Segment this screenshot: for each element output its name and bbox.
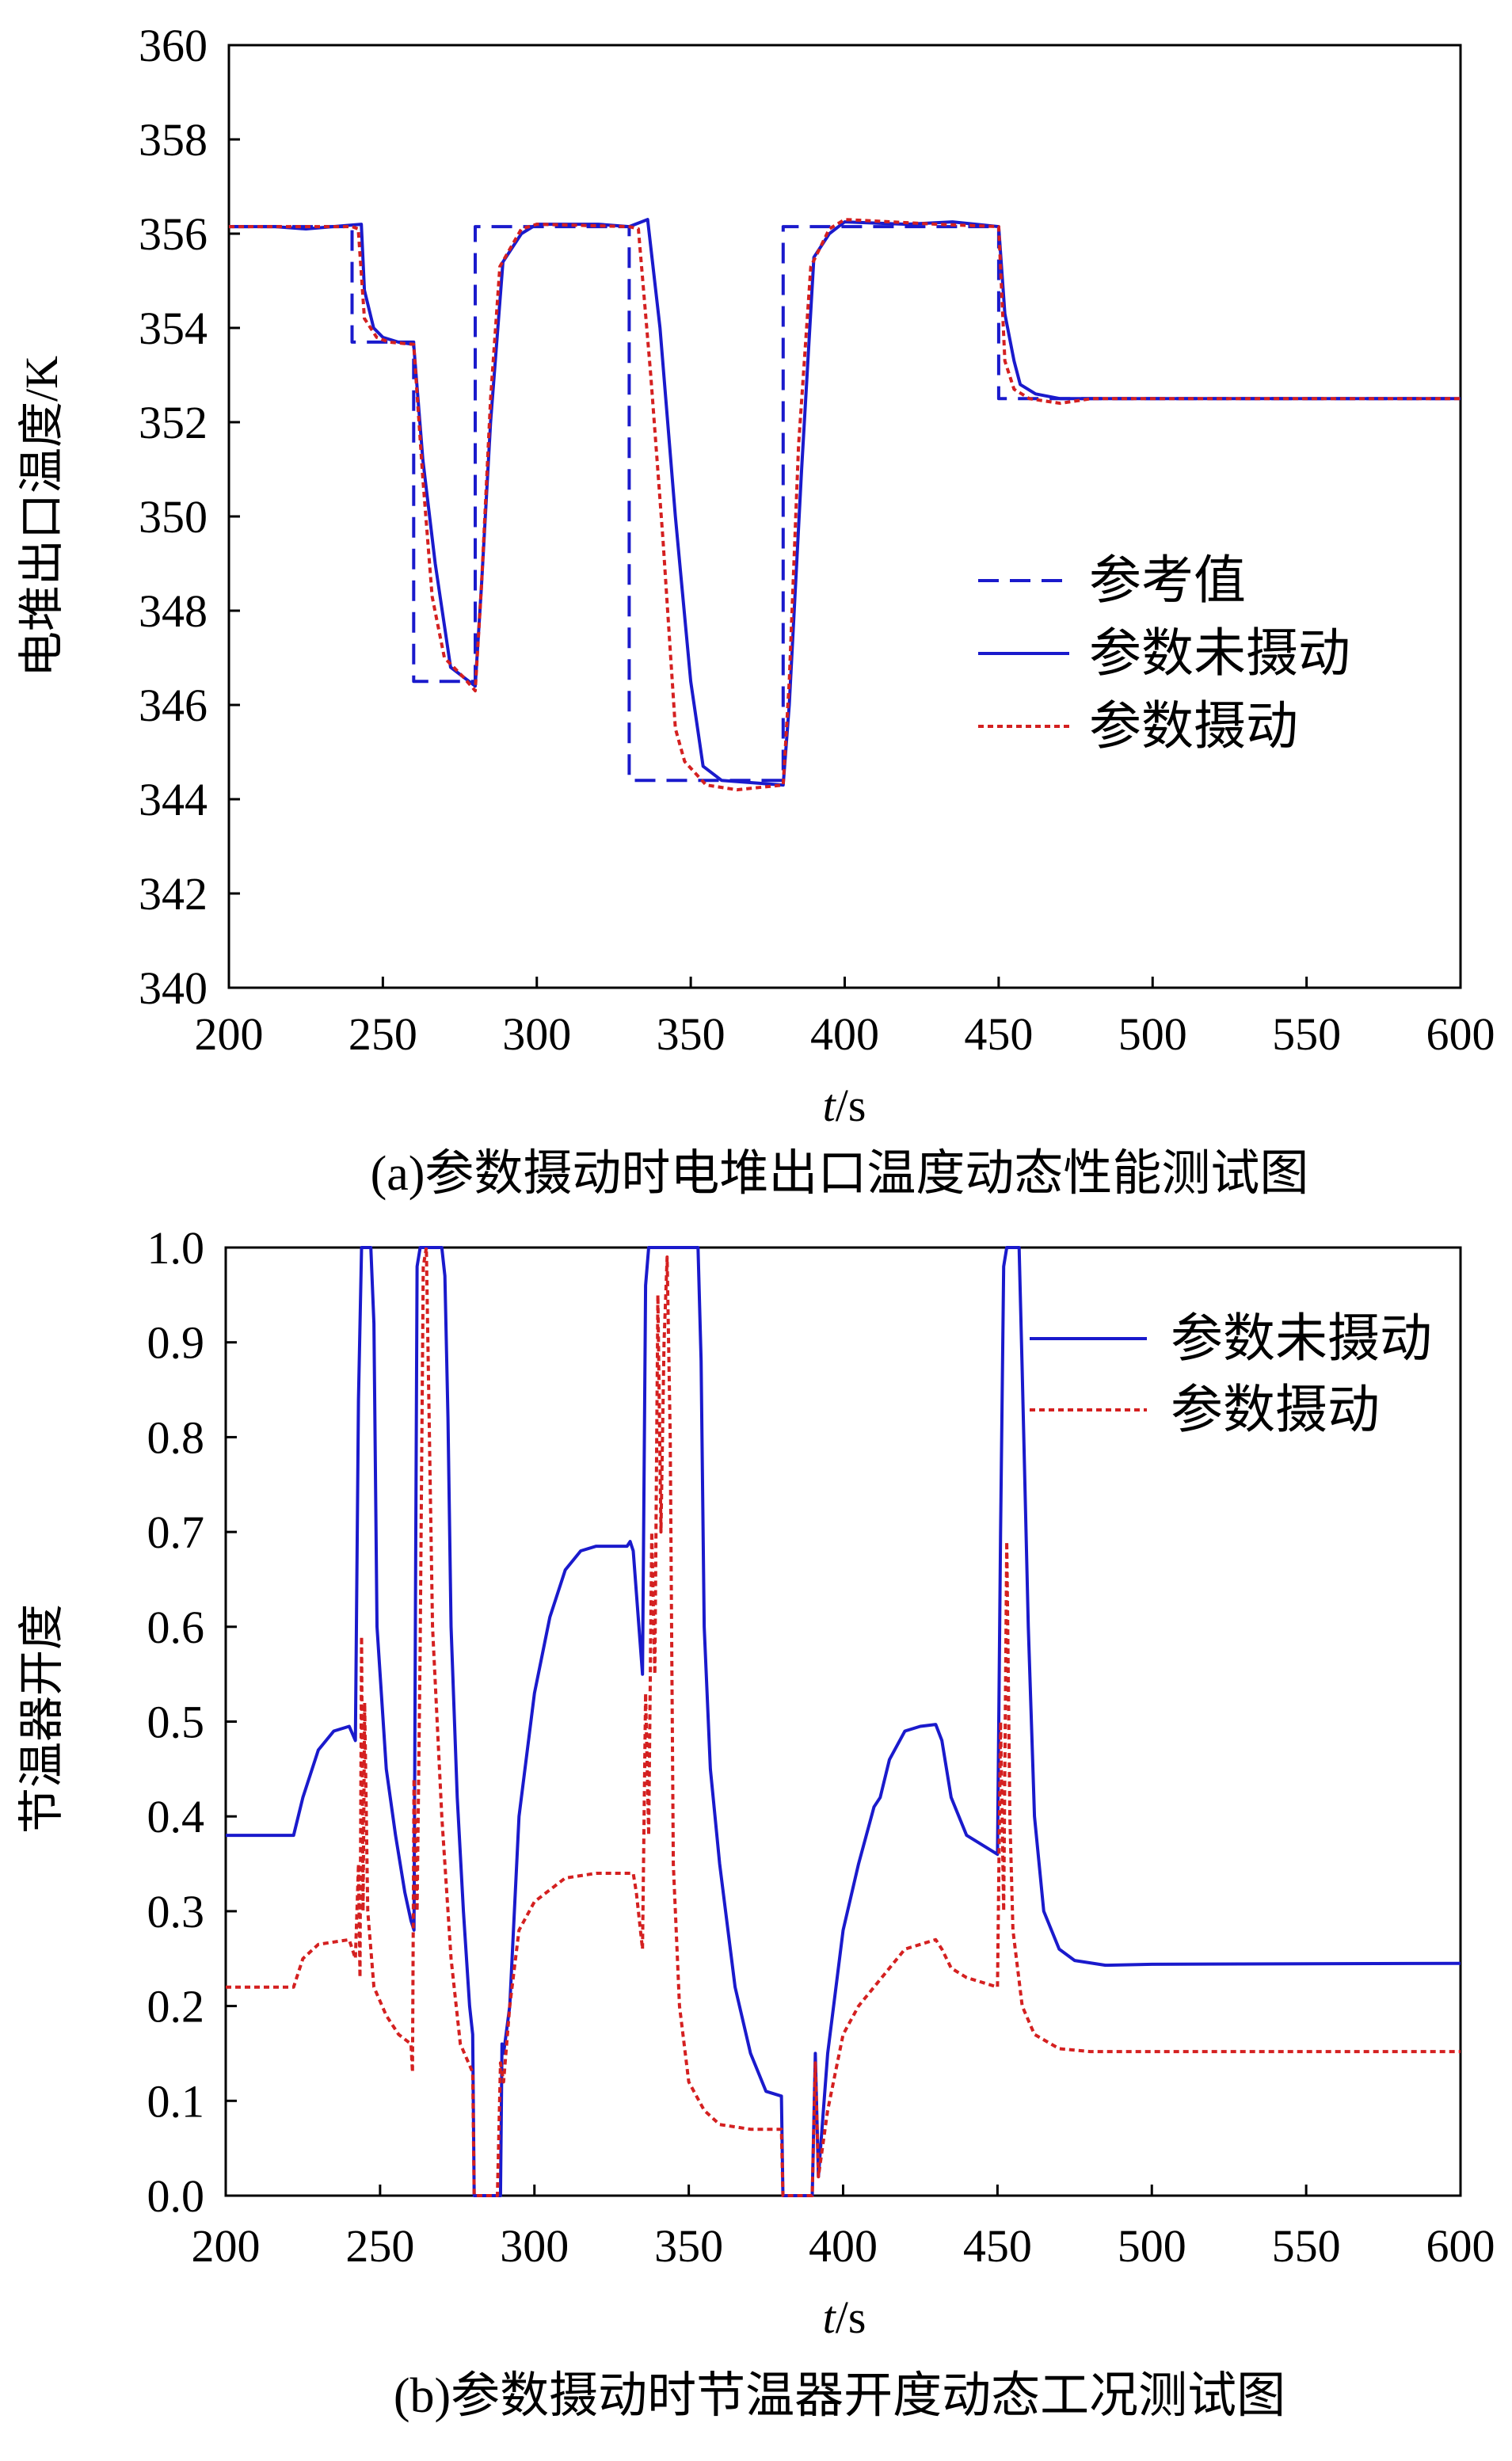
y-tick-label: 0.5 <box>147 1697 205 1748</box>
panel-b-series-layer <box>226 1246 1461 2197</box>
y-tick-label: 344 <box>139 774 208 825</box>
y-tick-label: 1.0 <box>147 1222 205 1274</box>
y-tick-label: 350 <box>139 491 208 543</box>
x-tick-label: 550 <box>1272 1008 1341 1060</box>
panel-a-y-ticks: 340 342 344 346 348 350 352 354 356 358 360 <box>139 20 240 1014</box>
panel-a-plot-frame <box>227 44 1462 989</box>
x-tick-label: 500 <box>1118 2220 1186 2272</box>
y-tick-label: 0.7 <box>147 1507 205 1558</box>
legend-label: 参数摄动 <box>1089 698 1298 756</box>
y-tick-label: 346 <box>139 680 208 731</box>
series-line-1 <box>226 1246 1461 2197</box>
y-tick-label: 356 <box>139 208 208 260</box>
y-tick-label: 0.8 <box>147 1411 205 1463</box>
x-tick-label: 550 <box>1272 2220 1341 2272</box>
y-tick-label: 340 <box>139 962 208 1014</box>
series-line-2 <box>229 218 1461 787</box>
y-tick-label: 342 <box>139 868 208 920</box>
x-tick-label: 300 <box>502 1008 571 1060</box>
panel-a-caption: (a)参数摄动时电堆出口温度动态性能测试图 <box>371 1147 1309 1201</box>
panel-a-x-axis-label: t/s <box>823 1080 866 1131</box>
legend-label: 参数未摄动 <box>1089 625 1350 683</box>
y-tick-label: 0.2 <box>147 1981 205 2032</box>
y-tick-label: 0.9 <box>147 1317 205 1369</box>
panel-a-x-ticks: 200 250 300 350 400 450 500 550 600 <box>195 977 1495 1060</box>
x-tick-label: 250 <box>348 1008 417 1060</box>
x-tick-label: 400 <box>809 2220 878 2272</box>
panel-b: 200 250 300 350 400 450 500 550 600 0.0 0.1 0.2 0.3… <box>16 1222 1495 2423</box>
x-tick-label: 450 <box>963 2220 1032 2272</box>
y-tick-label: 352 <box>139 397 208 448</box>
y-tick-label: 0.6 <box>147 1602 205 1653</box>
panel-a-series-layer <box>229 218 1461 792</box>
y-tick-label: 0.1 <box>147 2075 205 2127</box>
y-tick-label: 348 <box>139 585 208 637</box>
x-tick-label: 600 <box>1426 2220 1495 2272</box>
series-line-2 <box>226 1246 1461 2197</box>
panel-b-x-axis-unit: /s <box>836 2291 866 2343</box>
panel-b-y-ticks: 0.0 0.1 0.2 0.3 0.4 0.5 0.6 0.7 0.8 0.9 1.0 <box>147 1222 237 2222</box>
x-tick-label: 500 <box>1118 1008 1187 1060</box>
y-tick-label: 0.3 <box>147 1886 205 1937</box>
panel-a-x-axis-var: t <box>823 1080 837 1131</box>
legend-label: 参考值 <box>1089 552 1246 610</box>
x-tick-label: 200 <box>192 2220 261 2272</box>
x-tick-label: 200 <box>195 1008 264 1060</box>
x-tick-label: 250 <box>345 2220 414 2272</box>
y-tick-label: 354 <box>139 303 208 354</box>
y-tick-label: 358 <box>139 114 208 166</box>
panel-b-x-axis-var: t <box>823 2291 837 2343</box>
legend-label: 参数未摄动 <box>1171 1310 1432 1368</box>
y-tick-label: 360 <box>139 20 208 71</box>
x-tick-label: 350 <box>657 1008 726 1060</box>
panel-a-x-axis-unit: /s <box>836 1080 866 1131</box>
x-tick-label: 600 <box>1426 1008 1495 1060</box>
x-tick-label: 450 <box>964 1008 1033 1060</box>
panel-a: 200 250 300 350 400 450 500 550 600 340 342 344 346… <box>16 20 1495 1201</box>
panel-a-y-axis-label: 电堆出口温度/K <box>16 356 67 677</box>
y-tick-label: 0.0 <box>147 2170 205 2222</box>
y-tick-label: 0.4 <box>147 1791 205 1842</box>
x-tick-label: 350 <box>654 2220 723 2272</box>
panel-b-x-ticks: 200 250 300 350 400 450 500 550 600 <box>192 2185 1495 2272</box>
legend-label: 参数摄动 <box>1171 1381 1380 1439</box>
panel-b-y-axis-label: 节温器开度 <box>16 1604 67 1834</box>
series-line-3 <box>229 218 1461 792</box>
panel-b-caption: (b)参数摄动时节温器开度动态工况测试图 <box>394 2369 1285 2423</box>
panel-b-x-axis-label: t/s <box>823 2291 866 2343</box>
x-tick-label: 400 <box>810 1008 879 1060</box>
x-tick-label: 300 <box>500 2220 569 2272</box>
